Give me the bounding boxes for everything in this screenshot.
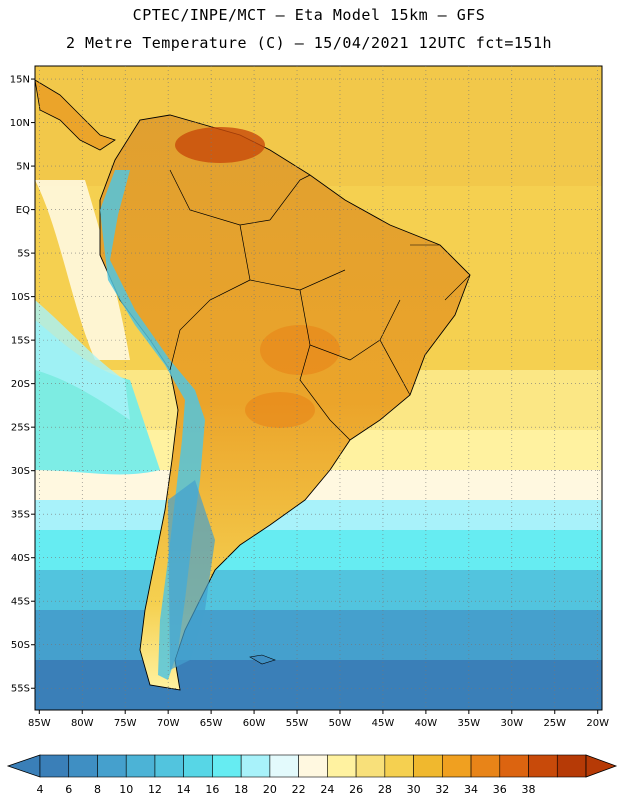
colorbar-label: 18 [234, 783, 248, 796]
lat-label: 40S [11, 553, 30, 564]
colorbar-arrow-low [6, 754, 41, 778]
colorbar-swatch [39, 754, 70, 778]
lon-label: 65W [200, 718, 223, 729]
colorbar-label: 24 [320, 783, 334, 796]
lon-label: 40W [415, 718, 438, 729]
lat-label: 25S [11, 423, 30, 434]
lat-label: 30S [11, 466, 30, 477]
colorbar-swatch [183, 754, 213, 778]
colorbar-label: 4 [37, 783, 44, 796]
lon-label: 55W [286, 718, 309, 729]
lat-label: 15S [11, 336, 30, 347]
colorbar-label: 34 [464, 783, 478, 796]
graticule [31, 66, 602, 714]
colorbar-swatch [212, 754, 242, 778]
map-field [35, 66, 602, 710]
lon-label: 30W [500, 718, 523, 729]
colorbar-swatch [556, 754, 587, 778]
lat-label: 55S [11, 684, 30, 695]
colorbar-swatch [298, 754, 328, 778]
colorbar-swatch [327, 754, 357, 778]
lat-label: 5S [17, 249, 30, 260]
lat-label: EQ [16, 205, 30, 216]
colorbar-swatch [442, 754, 472, 778]
colorbar-swatch [384, 754, 414, 778]
colorbar-label: 36 [493, 783, 507, 796]
lon-label: 75W [114, 718, 137, 729]
lat-label: 20S [11, 379, 30, 390]
map-frame [34, 65, 603, 711]
colorbar-label: 16 [205, 783, 219, 796]
colorbar-swatch [154, 754, 184, 778]
colorbar-label: 32 [435, 783, 449, 796]
colorbar-swatch [470, 754, 501, 778]
colorbar-swatch [355, 754, 386, 778]
colorbar-swatch [499, 754, 529, 778]
lon-label: 45W [372, 718, 395, 729]
longitude-labels: 85W 80W 75W 70W 65W 60W 55W 50W 45W 40W 35W 30W 25W 2… [28, 718, 609, 729]
colorbar: 4 6 8 10 12 14 16 18 20 22 24 26 28 30 32 34 36 38 [6, 754, 618, 796]
lat-label: 10N [10, 118, 30, 129]
colorbar-swatch [240, 754, 271, 778]
lon-label: 50W [329, 718, 352, 729]
colorbar-label: 14 [177, 783, 191, 796]
lon-label: 60W [243, 718, 266, 729]
colorbar-label: 26 [349, 783, 363, 796]
lat-label: 50S [11, 640, 30, 651]
map-title: CPTEC/INPE/MCT – Eta Model 15km – GFS [132, 6, 486, 24]
colorbar-swatch [528, 754, 558, 778]
lon-label: 85W [28, 718, 51, 729]
colorbar-label: 8 [94, 783, 101, 796]
colorbar-label: 20 [263, 783, 277, 796]
colorbar-label: 38 [522, 783, 536, 796]
lon-label: 35W [458, 718, 481, 729]
colorbar-arrow-high [585, 754, 618, 778]
colorbar-swatch [125, 754, 156, 778]
colorbar-label: 10 [119, 783, 133, 796]
colorbar-swatch [413, 754, 443, 778]
lat-label: 35S [11, 510, 30, 521]
lon-label: 20W [586, 718, 609, 729]
colorbar-label: 22 [292, 783, 306, 796]
lat-label: 10S [11, 292, 30, 303]
lon-label: 25W [543, 718, 566, 729]
lat-label: 45S [11, 597, 30, 608]
lon-label: 70W [157, 718, 180, 729]
colorbar-swatch [68, 754, 98, 778]
lat-label: 15N [10, 75, 30, 86]
map-subtitle: 2 Metre Temperature (C) – 15/04/2021 12U… [65, 34, 553, 52]
latitude-labels: 15N 10N 5N EQ 5S 10S 15S 20S 25S 30S 35S 40S 45S 50S 5… [10, 75, 30, 695]
colorbar-label: 30 [407, 783, 421, 796]
colorbar-label: 28 [378, 783, 392, 796]
colorbar-label: 12 [148, 783, 162, 796]
colorbar-swatch [97, 754, 127, 778]
lat-label: 5N [16, 162, 30, 173]
colorbar-swatch [269, 754, 299, 778]
lon-label: 80W [71, 718, 94, 729]
colorbar-label: 6 [65, 783, 72, 796]
